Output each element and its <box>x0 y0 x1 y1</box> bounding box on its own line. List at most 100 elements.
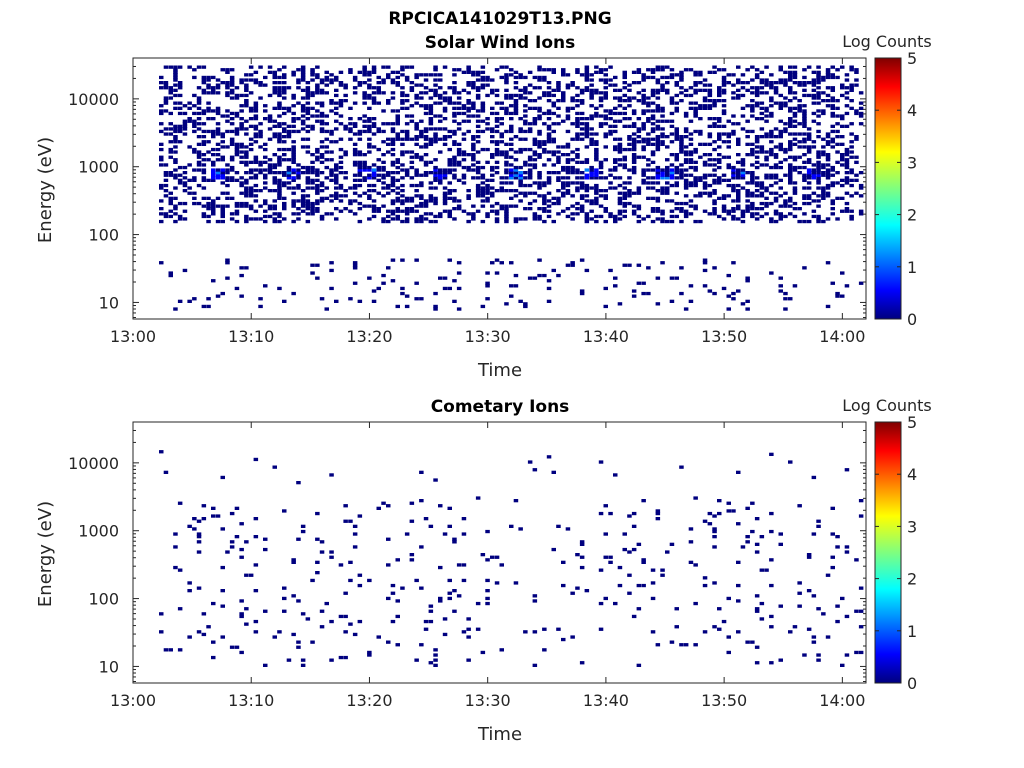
spectrogram-cell <box>433 91 438 95</box>
spectrogram-cell <box>400 176 405 180</box>
spectrogram-cell <box>546 299 552 303</box>
spectrogram-cell <box>655 147 661 152</box>
spectrogram-cell <box>518 176 523 180</box>
spectrogram-cell <box>783 214 788 219</box>
spectrogram-cell <box>707 173 713 177</box>
spectrogram-cell <box>631 209 637 213</box>
spectrogram-cell <box>466 119 471 123</box>
spectrogram-cell <box>745 506 750 510</box>
spectrogram-cell <box>556 189 561 193</box>
spectrogram-cell <box>300 524 306 528</box>
spectrogram-cell <box>537 132 542 136</box>
spectrogram-cell <box>679 209 684 213</box>
spectrogram-cell <box>627 142 632 146</box>
spectrogram-cell <box>575 122 580 126</box>
spectrogram-cell <box>646 132 651 136</box>
spectrogram-cell <box>447 158 452 162</box>
spectrogram-cell <box>253 589 259 593</box>
spectrogram-cell <box>707 135 713 139</box>
spectrogram-cell <box>627 176 632 180</box>
spectrogram-cell <box>589 88 594 92</box>
spectrogram-cell <box>201 517 207 521</box>
spectrogram-cell <box>679 219 684 224</box>
spectrogram-cell <box>731 122 736 126</box>
spectrogram-cell <box>565 109 571 113</box>
spectrogram-cell <box>386 73 391 77</box>
spectrogram-cell <box>334 127 339 131</box>
spectrogram-cell <box>414 217 419 221</box>
spectrogram-cell <box>381 204 386 208</box>
spectrogram-cell <box>617 217 623 221</box>
spectrogram-cell <box>475 186 481 190</box>
spectrogram-cell <box>783 158 788 162</box>
spectrogram-cell <box>792 158 798 162</box>
spectrogram-cell <box>655 106 661 110</box>
spectrogram-cell <box>239 81 244 85</box>
spectrogram-cell <box>750 104 755 108</box>
spectrogram-cell <box>717 88 722 92</box>
spectrogram-cell <box>334 111 339 116</box>
spectrogram-cell <box>348 578 353 583</box>
spectrogram-cell <box>291 73 296 77</box>
spectrogram-cell <box>797 106 802 110</box>
spectrogram-cell <box>357 83 363 87</box>
spectrogram-cell <box>513 284 519 288</box>
spectrogram-cell <box>215 142 221 146</box>
spectrogram-cell <box>253 189 259 193</box>
spectrogram-cell <box>475 129 481 134</box>
spectrogram-cell <box>196 96 202 100</box>
spectrogram-cell <box>371 204 377 208</box>
spectrogram-cell <box>272 91 277 95</box>
spectrogram-cell <box>754 165 760 170</box>
spectrogram-cell <box>693 178 698 182</box>
spectrogram-cell <box>419 201 424 206</box>
spectrogram-cell <box>225 196 230 200</box>
spectrogram-cell <box>707 163 713 167</box>
spectrogram-cell <box>338 171 344 175</box>
spectrogram-cell <box>769 114 774 118</box>
spectrogram-cell <box>584 168 590 172</box>
spectrogram-cell <box>419 545 424 549</box>
spectrogram-cell <box>840 196 845 200</box>
spectrogram-cell <box>173 88 178 92</box>
spectrogram-cell <box>329 171 334 175</box>
spectrogram-cell <box>509 204 514 208</box>
spectrogram-cell <box>177 214 183 219</box>
spectrogram-cell <box>196 153 202 157</box>
spectrogram-cell <box>456 271 462 275</box>
spectrogram-cell <box>750 176 755 180</box>
spectrogram-cell <box>263 214 268 219</box>
spectrogram-cell <box>395 114 400 118</box>
spectrogram-cell <box>244 145 249 149</box>
spectrogram-cell <box>750 173 755 177</box>
spectrogram-cell <box>163 163 169 167</box>
spectrogram-cell <box>248 176 254 180</box>
spectrogram-cell <box>702 153 708 157</box>
spectrogram-cell <box>754 207 760 211</box>
spectrogram-cell <box>319 122 325 126</box>
spectrogram-cell <box>386 150 391 154</box>
spectrogram-cell <box>338 83 344 87</box>
spectrogram-cell <box>376 191 381 195</box>
spectrogram-cell <box>381 165 386 170</box>
spectrogram-cell <box>570 168 575 172</box>
spectrogram-cell <box>622 81 627 85</box>
spectrogram-cell <box>726 155 731 159</box>
spectrogram-cell <box>357 132 363 136</box>
spectrogram-cell <box>835 181 840 185</box>
spectrogram-cell <box>542 163 547 167</box>
spectrogram-cell <box>291 70 296 74</box>
spectrogram-cell <box>631 109 637 113</box>
spectrogram-cell <box>858 122 864 126</box>
spectrogram-cell <box>546 181 552 185</box>
spectrogram-cell <box>404 137 410 141</box>
spectrogram-cell <box>835 129 840 134</box>
spectrogram-cell <box>759 214 765 219</box>
spectrogram-cell <box>201 122 207 126</box>
spectrogram-cell <box>665 189 670 193</box>
spectrogram-cell <box>471 86 476 90</box>
spectrogram-cell <box>272 199 277 203</box>
spectrogram-cell <box>844 150 850 154</box>
spectrogram-cell <box>622 194 627 198</box>
spectrogram-cell <box>423 199 429 203</box>
